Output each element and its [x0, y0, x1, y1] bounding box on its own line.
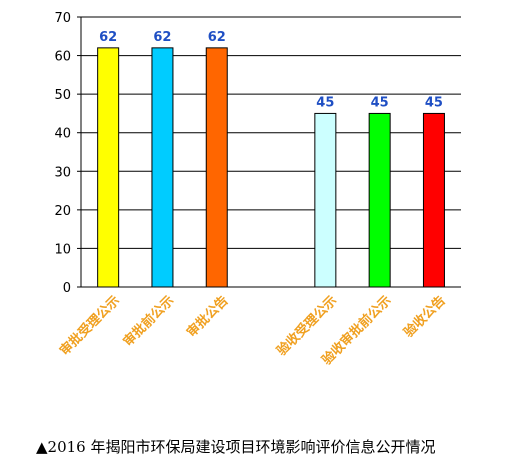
y-tick-label: 30: [54, 165, 71, 180]
y-tick-label: 70: [54, 11, 71, 26]
bars: [97, 47, 445, 288]
value-label: 62: [208, 30, 226, 45]
bar: [422, 112, 445, 288]
bar: [151, 47, 174, 288]
y-axis-ticks: 0 10 20 30 40 50 60 70: [54, 11, 81, 296]
bar-chart: 0 10 20 30 40 50 60 70 62 62 62 45 45 45 审批受理公示审批前公示…: [54, 11, 461, 369]
value-label: 45: [425, 95, 443, 110]
y-tick-label: 40: [54, 127, 71, 142]
category-label: 审批公告: [183, 293, 231, 341]
category-label: 验收公告: [401, 293, 449, 341]
value-label: 45: [371, 95, 389, 110]
value-labels: 62 62 62 45 45 45: [99, 30, 443, 111]
y-tick-label: 20: [54, 204, 71, 219]
bar: [205, 47, 228, 288]
y-tick-label: 60: [54, 50, 71, 65]
bar: [314, 112, 337, 288]
bar: [368, 112, 391, 288]
axes: [80, 17, 461, 288]
gridlines: [81, 16, 461, 249]
y-tick-label: 0: [63, 281, 71, 296]
value-label: 62: [99, 30, 117, 45]
y-tick-label: 50: [54, 88, 71, 103]
y-tick-label: 10: [54, 242, 71, 257]
value-label: 62: [153, 30, 171, 45]
bar: [97, 47, 120, 288]
value-label: 45: [316, 95, 334, 110]
figure-caption: ▲2016 年揭阳市环保局建设项目环境影响评价信息公开情况: [36, 438, 436, 456]
category-label: 审批前公示: [120, 293, 177, 350]
category-label: 审批受理公示: [56, 293, 122, 359]
